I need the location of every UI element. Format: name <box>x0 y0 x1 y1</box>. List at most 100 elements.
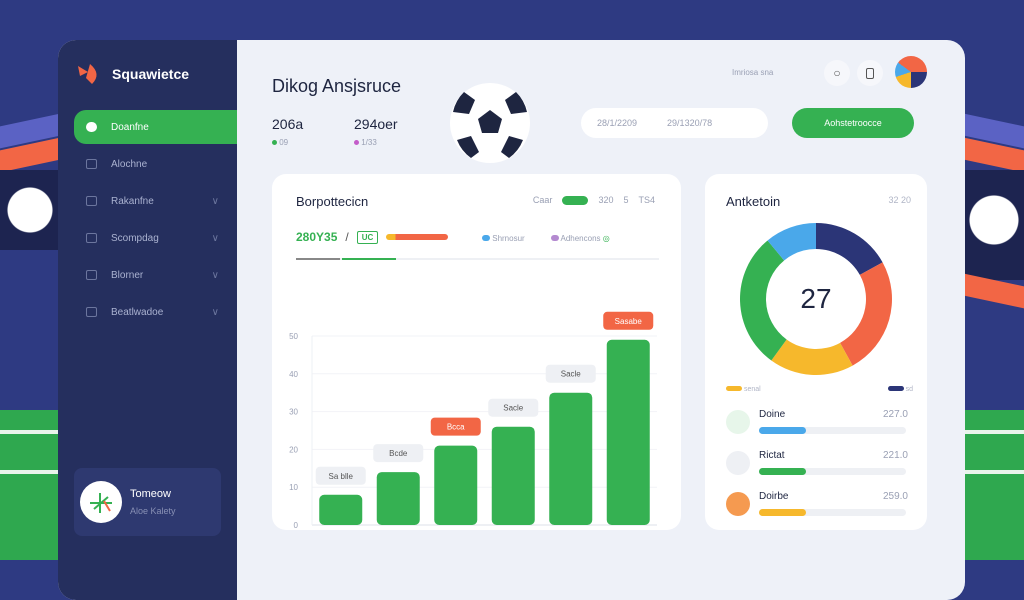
row-progress <box>759 468 906 475</box>
data-label-bg <box>315 466 366 485</box>
stat-row[interactable]: Doirbe 259.0 <box>726 488 908 522</box>
chevron-down-icon[interactable]: ∨ <box>211 232 219 244</box>
bar[interactable] <box>491 426 535 525</box>
chevron-down-icon[interactable]: ∨ <box>211 306 219 318</box>
ctrl-b[interactable]: 320 <box>598 195 614 205</box>
row-label: Doirbe <box>759 491 789 502</box>
bar[interactable] <box>319 494 363 525</box>
legend-right: sd <box>887 386 913 393</box>
date-to: 29/1320/78 <box>667 118 713 128</box>
tab-underline <box>296 258 659 260</box>
row-progress <box>759 427 906 434</box>
chart-metric: 280Y35/ UC <box>296 230 449 244</box>
stat-1-value: 206a <box>272 116 304 132</box>
row-value: 259.0 <box>882 491 908 502</box>
decor-field-right <box>964 410 1024 560</box>
soccer-ball-icon <box>450 83 530 163</box>
sidebar-item-label: Scompdag <box>111 232 159 244</box>
donut-card: Antketoin 32 20 27 senal sd Doine 227.0 … <box>705 174 927 530</box>
row-value: 227.0 <box>882 409 908 420</box>
user-card[interactable]: Tomeow Aloe Kalety <box>74 468 221 536</box>
stat-row[interactable]: Rictat 221.0 <box>726 447 908 481</box>
panel-icon[interactable] <box>857 60 883 86</box>
sidebar-item-label: Doanfne <box>111 121 149 133</box>
donut-segment[interactable] <box>840 262 892 366</box>
nav-icon <box>86 307 97 317</box>
sidebar-item-label: Rakanfne <box>111 195 154 207</box>
data-label: Sacle <box>503 404 524 413</box>
metric-progress <box>386 234 449 240</box>
date-from: 28/1/2209 <box>597 118 638 128</box>
bar[interactable] <box>376 472 420 525</box>
sidebar-item-label: Alochne <box>111 158 148 170</box>
app-logo: Squawietce <box>74 62 189 86</box>
date-range-picker[interactable]: 28/1/2209 29/1320/78 <box>581 108 768 138</box>
user-role: Aloe Kalety <box>130 506 176 516</box>
donut-segment[interactable] <box>740 240 787 361</box>
data-label: Sasabe <box>615 317 643 326</box>
metric-badge: UC <box>356 230 379 244</box>
sidebar-item-label: Blorner <box>111 269 144 281</box>
nav-icon <box>86 196 97 206</box>
toggle-switch[interactable] <box>562 195 589 205</box>
donut-center-value: 27 <box>800 283 832 314</box>
data-label-bg <box>430 417 481 436</box>
page-title: Dikog Ansjsruce <box>272 76 402 96</box>
logo-icon <box>78 64 97 84</box>
stat-1-sub: 09 <box>279 138 289 147</box>
donut-segment[interactable] <box>816 223 883 275</box>
search-icon[interactable]: ○ <box>824 60 850 86</box>
decor-stripes-right <box>964 110 1024 310</box>
y-tick-label: 20 <box>289 445 298 454</box>
data-label: Sacle <box>561 370 582 379</box>
bar[interactable] <box>606 339 650 525</box>
chevron-down-icon[interactable]: ∨ <box>211 195 219 207</box>
app-name: Squawietce <box>112 66 190 82</box>
nav-icon <box>86 233 97 243</box>
user-name: Tomeow <box>130 488 171 500</box>
chevron-down-icon[interactable]: ∨ <box>211 269 219 281</box>
sidebar-item[interactable]: Beatlwadoe ∨ <box>74 295 237 329</box>
y-tick-label: 30 <box>289 408 298 417</box>
bar[interactable] <box>434 445 478 525</box>
legend-left: senal <box>726 386 761 393</box>
row-icon <box>726 410 750 434</box>
bar-chart-card: Borpottecicn Caar 320 5 TS4 280Y35/ UC S… <box>272 174 681 530</box>
data-label-bg <box>545 364 596 383</box>
sidebar-item[interactable]: Doanfne <box>74 110 237 144</box>
action-button[interactable]: Aohstetroocce <box>792 108 914 138</box>
stat-row[interactable]: Doine 227.0 <box>726 406 908 440</box>
sidebar-item[interactable]: Alochne <box>74 147 237 181</box>
donut-title: Antketoin <box>726 194 781 209</box>
top-link[interactable]: Imriosa sna <box>732 68 774 77</box>
sidebar-item[interactable]: Scompdag ∨ <box>74 221 237 255</box>
data-label-bg <box>373 444 424 463</box>
stat-2: 294oer 1/33 <box>354 116 398 147</box>
donut-chart <box>740 223 892 375</box>
donut-header-value[interactable]: 32 20 <box>888 195 911 205</box>
profile-avatar[interactable] <box>895 56 927 88</box>
nav-icon <box>86 159 97 169</box>
data-label-bg <box>603 311 654 330</box>
donut-segment[interactable] <box>771 339 853 375</box>
decor-field-left <box>0 410 60 560</box>
y-tick-label: 0 <box>294 521 299 530</box>
chart-legend: Shrnosur Adhencons ◎ <box>482 234 610 243</box>
row-label: Doine <box>759 409 786 420</box>
row-value: 221.0 <box>882 450 908 461</box>
app-window: Squawietce Doanfne Alochne Rakanfne ∨ Scompd… <box>58 40 965 600</box>
sidebar-item[interactable]: Rakanfne ∨ <box>74 184 237 218</box>
sidebar-item-label: Beatlwadoe <box>111 306 164 318</box>
ctrl-a[interactable]: Caar <box>532 195 553 205</box>
ctrl-c[interactable]: 5 <box>623 195 629 205</box>
data-label: Bcca <box>447 423 465 432</box>
purple-dot <box>354 140 359 145</box>
green-dot <box>272 140 277 145</box>
sidebar-item[interactable]: Blorner ∨ <box>74 258 237 292</box>
donut-segment[interactable] <box>767 223 816 261</box>
bar[interactable] <box>549 392 593 525</box>
row-icon <box>726 451 750 475</box>
legend-a: Shrnosur <box>492 234 525 243</box>
ctrl-d[interactable]: TS4 <box>638 195 655 205</box>
